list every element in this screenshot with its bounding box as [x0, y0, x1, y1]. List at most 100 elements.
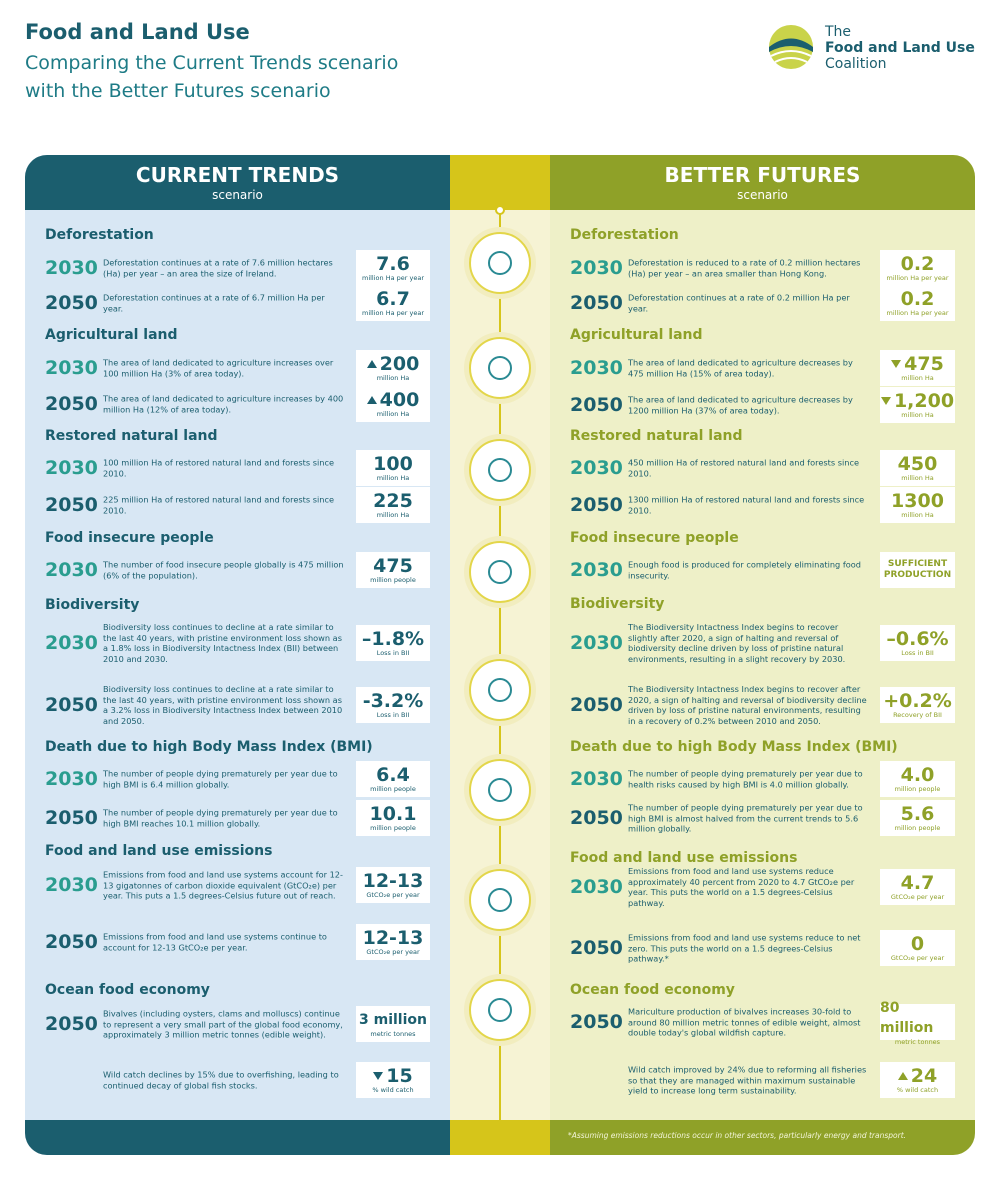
year: 2050: [45, 807, 98, 829]
stat-value: 80 million: [880, 1000, 934, 1036]
year: 2050: [45, 1013, 98, 1035]
stat-unit: Loss in BII: [376, 711, 410, 719]
stat-box: 100 million Ha: [356, 450, 430, 486]
stat-unit: million Ha per year: [361, 309, 425, 317]
stat-row: 6.7: [376, 289, 410, 309]
stat-box: 3 million metric tonnes: [356, 1006, 430, 1042]
year: 2030: [570, 357, 623, 379]
description: 100 million Ha of restored natural land …: [103, 457, 334, 479]
section-title: Food insecure people: [570, 530, 739, 546]
stat-unit: GtCO₂e per year: [366, 948, 420, 956]
stat-value: 100: [373, 453, 413, 475]
stat-box: 6.7 million Ha per year: [356, 285, 430, 321]
year: 2050: [45, 694, 98, 716]
stat-value: 10.1: [369, 803, 417, 825]
stat-box: 12-13 GtCO₂e per year: [356, 924, 430, 960]
stat-row: SUFFICIENT PRODUCTION: [880, 559, 955, 581]
stat-row: 100: [373, 454, 413, 474]
year: 2030: [45, 357, 98, 379]
year: 2050: [570, 937, 623, 959]
stat-box: 10.1 million people: [356, 800, 430, 836]
stat-row: 12-13: [363, 928, 424, 948]
stat-row: 3 million: [359, 1010, 427, 1030]
description: Emissions from food and land use systems…: [628, 932, 861, 964]
stat-value: 12-13: [362, 927, 424, 949]
year: 2050: [45, 292, 98, 314]
description: Biodiversity loss continues to decline a…: [103, 684, 343, 726]
stat-unit: million Ha: [901, 374, 934, 382]
stat-unit: GtCO₂e per year: [890, 954, 945, 962]
center-strip: [464, 205, 536, 1120]
description: Emissions from food and land use systems…: [628, 866, 855, 908]
stat-unit: million Ha: [376, 410, 410, 418]
stat-row: 15: [373, 1066, 413, 1086]
description: Deforestation continues at a rate of 0.2…: [628, 292, 850, 314]
stat-box: -3.2% Loss in BII: [356, 687, 430, 723]
stat-unit: million Ha: [376, 474, 410, 482]
section-title: Food and land use emissions: [570, 850, 798, 866]
stat-unit: million people: [370, 824, 416, 832]
stat-row: 4.0: [901, 765, 935, 785]
stat-row: -3.2%: [363, 691, 424, 711]
stat-box: 0.2 million Ha per year: [880, 285, 955, 321]
stat-box: –0.6% Loss in BII: [880, 625, 955, 661]
icon-circle: [488, 356, 512, 380]
year: 2030: [570, 457, 623, 479]
description: The number of people dying prematurely p…: [628, 768, 863, 790]
stat-value: SUFFICIENT PRODUCTION: [883, 559, 952, 580]
stat-unit: metric tonnes: [894, 1038, 941, 1046]
description: The number of people dying prematurely p…: [103, 807, 338, 829]
stat-unit: million people: [370, 576, 416, 584]
icon-circle: [488, 678, 512, 702]
stat-row: 6.4: [376, 765, 410, 785]
year: 2030: [45, 457, 98, 479]
icon-circle: [469, 659, 531, 721]
section-title: Biodiversity: [570, 596, 665, 612]
stat-row: 10.1: [370, 804, 417, 824]
stat-box: 450 million Ha: [880, 450, 955, 486]
stat-box: 475 million Ha: [880, 350, 955, 386]
stat-value: 1300: [891, 490, 944, 512]
section-title: Deforestation: [570, 227, 679, 243]
logo-text: Food and Land Use: [825, 40, 975, 56]
stat-row: –1.8%: [362, 629, 424, 649]
stat-row: 400: [366, 389, 420, 411]
stat-box: 1,200 million Ha: [880, 387, 955, 423]
description: Biodiversity loss continues to decline a…: [103, 622, 342, 664]
section-title: Restored natural land: [570, 428, 743, 444]
description: Emissions from food and land use systems…: [103, 869, 343, 901]
section-title: Death due to high Body Mass Index (BMI): [45, 739, 373, 755]
stat-unit: million Ha per year: [886, 309, 949, 317]
description: Deforestation continues at a rate of 7.6…: [103, 257, 333, 279]
year: 2030: [45, 632, 98, 654]
description: The area of land dedicated to agricultur…: [628, 394, 853, 416]
stat-value: 200: [379, 353, 420, 375]
section-title: Death due to high Body Mass Index (BMI): [570, 739, 898, 755]
description: Bivalves (including oysters, clams and m…: [103, 1008, 343, 1040]
stat-value: 3 million: [359, 1012, 427, 1028]
description: The number of people dying prematurely p…: [628, 802, 863, 834]
section-title: Restored natural land: [45, 428, 218, 444]
stat-box: 7.6 million Ha per year: [356, 250, 430, 286]
column-subheading: scenario: [737, 188, 788, 202]
section-title: Ocean food economy: [45, 982, 210, 998]
stat-row: 1300: [891, 491, 944, 511]
column-subheading: scenario: [212, 188, 263, 202]
year: 2030: [570, 876, 623, 898]
year: 2050: [570, 494, 623, 516]
stat-box: 0 GtCO₂e per year: [880, 930, 955, 966]
stat-row: 24: [897, 1066, 937, 1086]
stat-box: 475 million people: [356, 552, 430, 588]
year: 2030: [45, 768, 98, 790]
stat-row: 5.6: [901, 804, 935, 824]
description: Emissions from food and land use systems…: [103, 931, 327, 953]
subtitle: with the Better Futures scenario: [25, 80, 331, 102]
year: 2030: [570, 768, 623, 790]
stat-unit: GtCO₂e per year: [890, 893, 945, 901]
description: 225 million Ha of restored natural land …: [103, 494, 334, 516]
stat-row: 0: [911, 934, 924, 954]
trend-arrow: [373, 1072, 384, 1080]
stat-value: 400: [379, 389, 420, 411]
description: Wild catch improved by 24% due to reform…: [628, 1064, 867, 1096]
